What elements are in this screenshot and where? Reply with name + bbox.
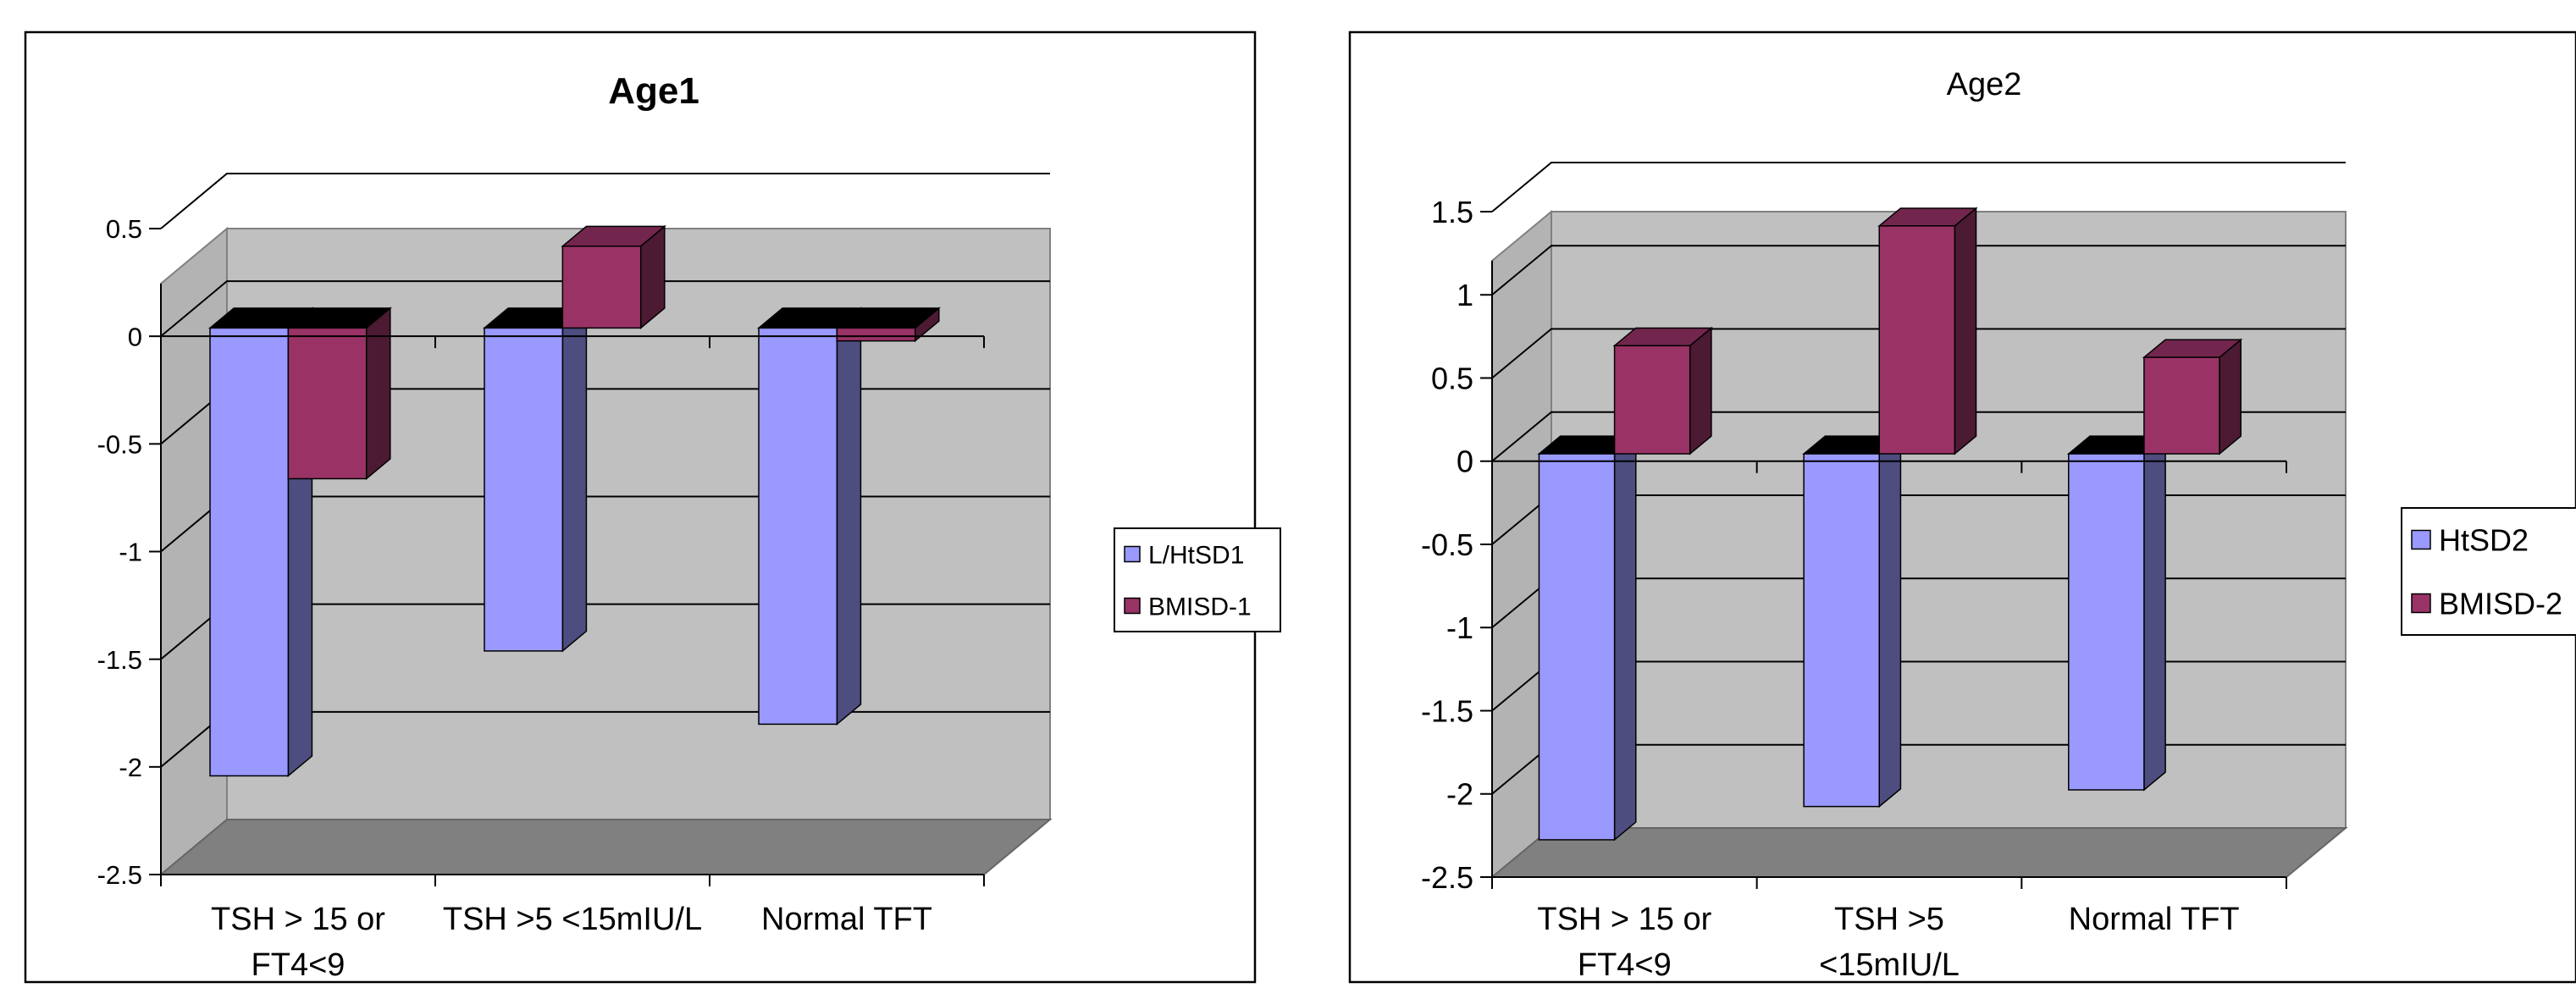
bar-side [1613,434,1637,842]
y-tick-label: 0.5 [106,214,142,244]
y-tick-label: -1 [1446,610,1473,645]
x-tick-label: TSH >5 <15mIU/L [1819,902,1960,983]
gridline [1491,245,2346,296]
chart-title: Age2 [1947,67,2022,102]
x-tick-label: Normal TFT [2069,902,2240,937]
bar-front [484,327,564,652]
bar-side [1954,207,1977,455]
gridline [160,280,1050,337]
legend: HtSD2 BMISD-2 [2401,507,2576,636]
legend-swatch [1124,597,1141,615]
y-tick-label: -2 [119,753,142,782]
bar [1877,207,1978,455]
legend-box [1114,527,1281,632]
x-tick-label: TSH > 15 or FT4<9 [1537,902,1711,983]
legend-swatch [1124,545,1141,563]
legend: L/HtSD1 BMISD-1 [1114,527,1281,632]
legend-label: L/HtSD1 [1148,541,1244,569]
legend-label: BMISD-1 [1148,593,1252,621]
floor [158,819,1053,875]
x-tick-label: TSH >5 <15mIU/L [443,902,702,937]
y-tick-label: 1 [1457,278,1473,312]
x-tick-label: TSH > 15 or FT4<9 [211,902,385,983]
bar-side [1689,326,1712,455]
y-tick-label: -1.5 [97,645,142,675]
y-tick-label: 0.5 [1431,361,1473,395]
legend-swatch [2411,593,2431,614]
y-tick-label: -1 [119,538,142,567]
bar [1802,434,1903,809]
bar [756,306,863,726]
bar-front [836,327,916,342]
bar-side [1878,434,1902,809]
bar [835,306,941,343]
y-tick-label: -2.5 [97,860,142,890]
chart-title: Age1 [608,70,699,112]
bar [286,306,392,481]
bar-side [365,306,391,481]
y-tick-label: 0 [1457,444,1473,479]
bar-side [2219,338,2242,455]
bar-side [2143,434,2166,792]
legend-box [2401,507,2576,636]
bar [561,224,666,330]
legend-swatch [2411,529,2431,550]
gridline [1491,328,2346,379]
gridline [160,173,1050,229]
x-tick-label-line: FT4<9 [252,947,345,983]
x-tick-label-line: TSH > 15 or [1537,902,1711,937]
bar [1612,326,1713,455]
chart-age2: 1.5 1 0.5 0 -0.5 -1 -1.5 -2 -2.5 TSH > 15 or FT4<9… [1348,30,2576,984]
y-tick-label: -2 [1446,777,1473,812]
bar-side [561,306,588,653]
y-tick-label: -0.5 [97,429,142,459]
x-tick-label: Normal TFT [761,902,932,937]
x-tick-label-line: <15mIU/L [1819,947,1960,983]
bar-front [561,246,642,329]
x-tick-label-line: Normal TFT [2069,902,2240,937]
bar-front [2143,356,2220,455]
bar [2066,434,2168,792]
bar-front [1803,453,1880,808]
legend-label: HtSD2 [2439,522,2529,557]
bar-front [758,327,838,726]
gridline [1491,411,2346,462]
y-tick-label: 0 [128,322,142,351]
x-tick-label-line: TSH >5 <15mIU/L [443,902,702,937]
bar-front [1878,225,1956,455]
bar [207,306,314,778]
bar [482,306,589,653]
x-tick-label-line: FT4<9 [1578,947,1672,983]
legend-label: BMISD-2 [2439,586,2562,621]
bar [1537,434,1638,842]
y-tick-label: -0.5 [1421,527,1473,562]
y-tick-label: -1.5 [1421,693,1473,728]
y-tick-label: 1.5 [1431,195,1473,229]
y-tick-label: -2.5 [1421,860,1473,895]
bar-front [2068,453,2145,791]
bar-front [1613,345,1691,455]
bar-front [209,327,290,777]
x-tick-label-line: Normal TFT [761,902,932,937]
gridline [1491,162,2346,212]
bar-side [836,306,862,726]
bar [2142,338,2243,455]
bar-front [1538,453,1616,841]
x-tick-label-line: TSH >5 [1834,902,1944,937]
bar-front [287,327,368,480]
x-tick-label-line: TSH > 15 or [211,902,385,937]
